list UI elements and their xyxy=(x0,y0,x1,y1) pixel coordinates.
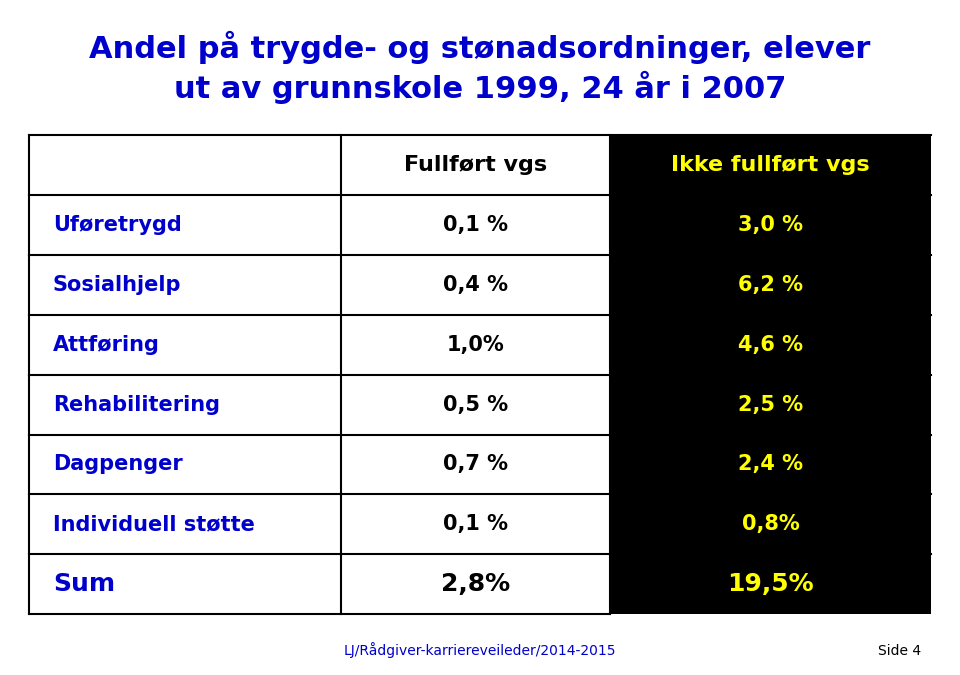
Bar xyxy=(341,195,610,254)
Text: 19,5%: 19,5% xyxy=(727,572,814,596)
Bar xyxy=(29,315,341,375)
Text: 0,4 %: 0,4 % xyxy=(443,275,508,295)
Bar xyxy=(610,375,931,435)
Text: Fullført vgs: Fullført vgs xyxy=(403,155,547,175)
Text: Attføring: Attføring xyxy=(53,335,159,354)
Text: Andel på trygde- og stønadsordninger, elever: Andel på trygde- og stønadsordninger, el… xyxy=(89,30,871,63)
Bar xyxy=(29,254,341,315)
Bar xyxy=(341,554,610,614)
Bar xyxy=(341,315,610,375)
Text: Sum: Sum xyxy=(53,572,115,596)
Text: ut av grunnskole 1999, 24 år i 2007: ut av grunnskole 1999, 24 år i 2007 xyxy=(174,71,786,104)
Text: 2,5 %: 2,5 % xyxy=(738,395,803,414)
Bar xyxy=(341,494,610,554)
Bar xyxy=(610,554,931,614)
Text: Individuell støtte: Individuell støtte xyxy=(53,514,254,535)
Bar xyxy=(341,435,610,494)
Text: 1,0%: 1,0% xyxy=(446,335,504,354)
Text: LJ/Rådgiver-karriereveileder/2014-2015: LJ/Rådgiver-karriereveileder/2014-2015 xyxy=(344,642,616,658)
Bar xyxy=(341,375,610,435)
Bar xyxy=(29,494,341,554)
Bar xyxy=(29,195,341,254)
Text: 2,8%: 2,8% xyxy=(441,572,510,596)
Text: 0,5 %: 0,5 % xyxy=(443,395,508,414)
Text: 0,8%: 0,8% xyxy=(741,514,800,535)
Bar xyxy=(610,435,931,494)
Bar xyxy=(341,254,610,315)
Text: 3,0 %: 3,0 % xyxy=(738,215,803,235)
Bar xyxy=(610,254,931,315)
Bar xyxy=(610,135,931,195)
Text: Ikke fullført vgs: Ikke fullført vgs xyxy=(671,155,870,175)
Bar xyxy=(29,375,341,435)
Text: Uføretrygd: Uføretrygd xyxy=(53,215,181,235)
Text: Side 4: Side 4 xyxy=(878,644,922,658)
Text: Rehabilitering: Rehabilitering xyxy=(53,395,220,414)
Text: Dagpenger: Dagpenger xyxy=(53,454,182,475)
Bar xyxy=(29,435,341,494)
Bar xyxy=(610,195,931,254)
Bar xyxy=(610,315,931,375)
Bar xyxy=(610,494,931,554)
Bar xyxy=(341,135,610,195)
Text: 6,2 %: 6,2 % xyxy=(738,275,803,295)
Text: 0,7 %: 0,7 % xyxy=(443,454,508,475)
Text: 4,6 %: 4,6 % xyxy=(738,335,803,354)
Bar xyxy=(29,135,341,195)
Bar xyxy=(29,554,341,614)
Text: Sosialhjelp: Sosialhjelp xyxy=(53,275,181,295)
Text: 0,1 %: 0,1 % xyxy=(443,215,508,235)
Text: 0,1 %: 0,1 % xyxy=(443,514,508,535)
Text: 2,4 %: 2,4 % xyxy=(738,454,803,475)
